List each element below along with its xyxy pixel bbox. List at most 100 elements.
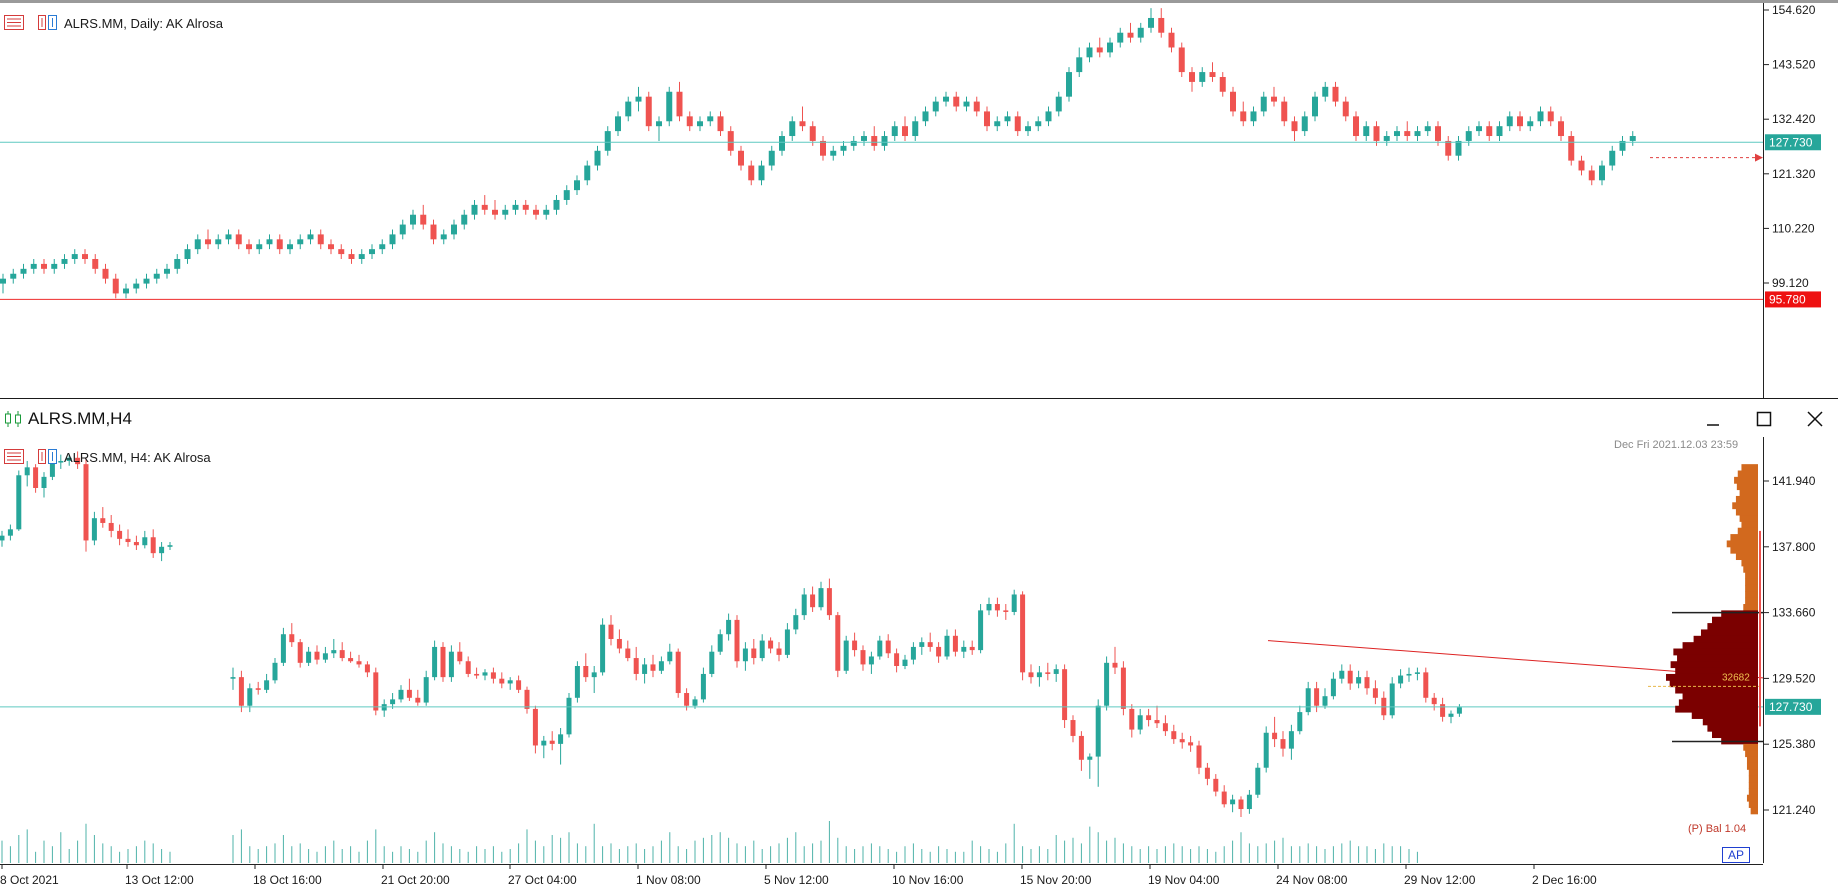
candle-body bbox=[440, 234, 447, 240]
candle-body bbox=[1238, 799, 1244, 810]
volume-profile-row bbox=[1745, 750, 1758, 758]
candle-body bbox=[961, 646, 967, 652]
candle-body bbox=[891, 126, 898, 137]
candle-body bbox=[297, 642, 303, 663]
candle-body bbox=[1455, 140, 1462, 156]
candle-body bbox=[563, 190, 570, 200]
volume-profile-row bbox=[1735, 553, 1758, 561]
candle-body bbox=[1305, 688, 1311, 713]
candle-body bbox=[289, 634, 295, 643]
h4-plot-area[interactable]: 32682 bbox=[0, 437, 1763, 863]
candle-body bbox=[51, 263, 58, 269]
candle-body bbox=[533, 209, 539, 215]
candle-body bbox=[810, 594, 816, 608]
candle-body bbox=[1162, 723, 1168, 732]
candle-body bbox=[174, 258, 181, 269]
price-tick-label: 133.660 bbox=[1772, 606, 1816, 620]
candle-body bbox=[1496, 126, 1503, 137]
candle-body bbox=[1240, 111, 1247, 122]
volume-profile-row bbox=[1682, 693, 1758, 700]
h4-time-axis[interactable]: 8 Oct 2021 13 Oct 12:00 18 Oct 16:00 21 Oct… bbox=[0, 864, 1763, 894]
candle-body bbox=[1129, 708, 1135, 730]
candle-body bbox=[1423, 672, 1429, 698]
candle-body bbox=[167, 545, 173, 547]
candle-body bbox=[49, 462, 55, 477]
price-tick-label: 121.240 bbox=[1772, 803, 1816, 817]
candle-body bbox=[608, 624, 614, 639]
volume-profile-row bbox=[1700, 629, 1758, 637]
daily-chart-header: ALRS.MM, Daily: AK Alrosa bbox=[64, 16, 223, 31]
candle-body bbox=[1020, 594, 1026, 673]
candle-body bbox=[1398, 675, 1404, 684]
candle-body bbox=[1547, 111, 1554, 122]
candle-body bbox=[1609, 150, 1616, 166]
volume-profile-row bbox=[1741, 559, 1758, 567]
candle-body bbox=[818, 588, 824, 608]
candle-body bbox=[92, 258, 99, 269]
candle-body bbox=[490, 672, 496, 679]
candle-body bbox=[927, 642, 933, 647]
candle-body bbox=[840, 145, 847, 151]
volume-profile-row bbox=[1745, 578, 1758, 586]
candle-body bbox=[1353, 116, 1359, 137]
minimize-button[interactable] bbox=[1698, 405, 1728, 433]
volume-profile-row bbox=[1726, 540, 1758, 548]
candle-body bbox=[1154, 720, 1160, 724]
volume-profile-row bbox=[1746, 756, 1758, 764]
autoscroll-ap-button[interactable]: AP bbox=[1722, 847, 1751, 863]
daily-candlestick-chart[interactable] bbox=[0, 3, 1763, 398]
candle-body bbox=[1517, 116, 1523, 127]
objects-icon[interactable] bbox=[38, 449, 58, 464]
candle-body bbox=[952, 635, 958, 652]
daily-chart-window[interactable]: 154.620 143.520 132.420 121.320 110.220 99.12… bbox=[0, 0, 1838, 398]
candle-body bbox=[1255, 767, 1261, 795]
close-button[interactable] bbox=[1800, 405, 1830, 433]
volume-profile-row bbox=[1739, 515, 1758, 522]
volume-profile-row bbox=[1741, 464, 1758, 472]
candle-body bbox=[742, 648, 748, 662]
candle-body bbox=[600, 624, 606, 673]
candle-body bbox=[1476, 126, 1482, 132]
maximize-button[interactable] bbox=[1749, 405, 1779, 433]
candle-body bbox=[919, 642, 925, 647]
volume-profile-row bbox=[1736, 483, 1758, 491]
candle-body bbox=[759, 640, 765, 659]
candle-body bbox=[108, 522, 114, 531]
candle-body bbox=[1204, 767, 1210, 779]
daily-price-axis[interactable]: 154.620 143.520 132.420 121.320 110.220 99.12… bbox=[1763, 3, 1838, 398]
candle-body bbox=[1127, 32, 1134, 38]
candle-body bbox=[1281, 101, 1288, 122]
candle-body bbox=[61, 258, 68, 264]
candle-body bbox=[1364, 677, 1370, 689]
h4-candlestick-chart[interactable]: 32682 bbox=[0, 437, 1763, 863]
time-tick-label: 2 Dec 16:00 bbox=[1532, 873, 1597, 887]
candle-body bbox=[41, 263, 47, 269]
h4-window-titlebar[interactable]: ALRS.MM,H4 bbox=[0, 398, 1838, 438]
candle-body bbox=[1372, 688, 1378, 698]
candle-body bbox=[1271, 96, 1277, 102]
h4-chart-header: ALRS.MM, H4: AK Alrosa bbox=[64, 450, 211, 465]
time-tick-label: 18 Oct 16:00 bbox=[253, 873, 322, 887]
daily-plot-area[interactable] bbox=[0, 3, 1763, 398]
volume-profile-row bbox=[1748, 788, 1758, 796]
candle-body bbox=[801, 594, 807, 616]
candle-body bbox=[1107, 42, 1113, 53]
h4-chart-window[interactable]: ALRS.MM,H4 32682 141.940 137.800 133.660 12… bbox=[0, 398, 1838, 893]
chart-list-icon[interactable] bbox=[4, 449, 24, 464]
candle-body bbox=[1431, 697, 1437, 705]
candle-body bbox=[994, 604, 1000, 611]
chart-list-icon[interactable] bbox=[4, 15, 24, 30]
candle-body bbox=[1578, 160, 1585, 171]
h4-price-axis[interactable]: 141.940 137.800 133.660 129.520 125.380 121.2… bbox=[1763, 437, 1838, 863]
volume-profile-row bbox=[1677, 654, 1758, 662]
volume-profile-row bbox=[1707, 623, 1758, 630]
arrow-marker-icon bbox=[1755, 153, 1763, 162]
candle-body bbox=[322, 653, 328, 660]
volume-profile-row bbox=[1741, 521, 1758, 529]
candle-body bbox=[348, 254, 355, 259]
volume-profile-row bbox=[1746, 794, 1758, 802]
volume-profile-row bbox=[1746, 762, 1758, 770]
objects-icon[interactable] bbox=[38, 15, 58, 30]
candle-body bbox=[751, 648, 757, 659]
candle-body bbox=[465, 661, 471, 674]
